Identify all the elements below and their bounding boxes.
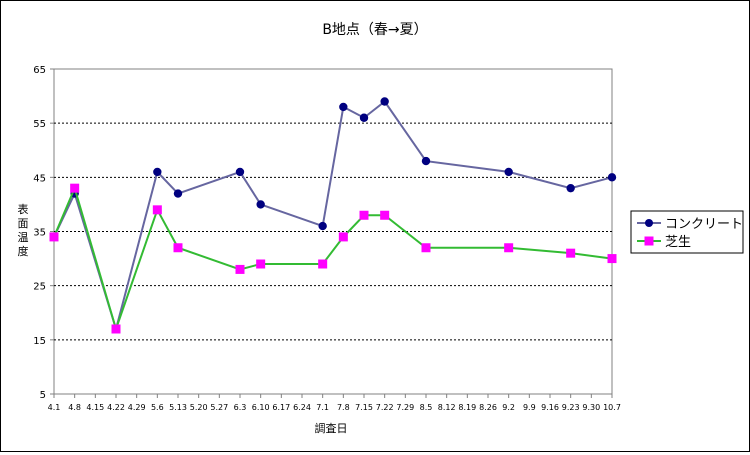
y-tick-label: 25 (33, 282, 46, 293)
legend-label: 芝生 (665, 234, 691, 250)
data-point-1 (256, 200, 265, 209)
x-tick-label: 10.7 (603, 403, 621, 412)
data-point-2 (318, 259, 328, 269)
x-tick-label: 9.16 (541, 403, 559, 412)
data-point-2 (235, 264, 245, 274)
data-point-1 (607, 173, 617, 182)
x-tick-label: 4.1 (48, 403, 61, 412)
data-point-2 (359, 210, 369, 220)
legend-swatch-marker (645, 219, 653, 227)
x-tick-label: 4.8 (68, 403, 81, 412)
x-tick-label: 5.6 (151, 403, 164, 412)
x-tick-label: 4.29 (128, 403, 146, 412)
y-axis-title-char: 温 (18, 231, 29, 244)
x-tick-label: 7.22 (376, 403, 394, 412)
x-tick-label: 4.15 (86, 403, 104, 412)
legend-box (630, 210, 744, 254)
gridlines (54, 122, 612, 341)
x-tick-label: 9.23 (562, 403, 580, 412)
data-point-1 (235, 167, 245, 177)
x-tick-label: 9.30 (582, 403, 600, 412)
x-tick-label: 6.3 (234, 403, 247, 412)
x-tick-label: 8.12 (438, 403, 456, 412)
y-axis-title-char: 面 (18, 217, 29, 230)
x-tick-label: 6.10 (252, 403, 270, 412)
y-tick-label: 15 (33, 336, 46, 347)
data-point-2 (380, 210, 390, 220)
y-tick-label: 45 (33, 173, 46, 184)
data-point-1 (566, 183, 575, 193)
data-point-2 (504, 243, 514, 253)
data-point-2 (607, 254, 617, 264)
data-point-1 (359, 113, 369, 122)
data-point-2 (70, 183, 80, 193)
y-axis-ticks: 5 15 25 35 45 55 65 (33, 65, 54, 401)
y-tick-label: 55 (33, 119, 46, 130)
legend-swatch-marker (644, 236, 654, 246)
y-axis-title-char: 表 (18, 202, 29, 216)
data-point-1 (153, 167, 162, 177)
data-point-1 (421, 156, 431, 166)
data-point-1 (380, 97, 389, 106)
x-axis-title: 調査日 (315, 421, 348, 435)
x-tick-label: 8.26 (479, 403, 497, 412)
data-point-2 (256, 259, 266, 269)
legend-label: コンクリート (665, 217, 743, 232)
x-tick-label: 5.20 (190, 403, 208, 412)
data-point-1 (318, 221, 327, 231)
x-tick-label: 5.13 (169, 403, 187, 412)
data-point-2 (49, 232, 59, 242)
y-tick-label: 5 (40, 390, 46, 401)
x-tick-label: 5.27 (210, 403, 228, 412)
data-point-1 (504, 167, 513, 177)
data-point-2 (421, 243, 431, 253)
data-point-1 (173, 189, 183, 198)
y-tick-label: 65 (33, 65, 46, 76)
plot-area (53, 68, 613, 395)
x-tick-label: 8.19 (458, 403, 476, 412)
x-tick-label: 7.15 (355, 403, 373, 412)
x-axis-ticks: 4.1 4.8 4.15 4.22 4.29 5.6 5.13 5.20 5.27 6.3 6.10… (48, 394, 621, 412)
data-point-2 (111, 324, 121, 334)
series-group (49, 97, 617, 334)
data-point-2 (152, 205, 162, 215)
x-tick-label: 6.17 (272, 403, 290, 412)
data-point-2 (173, 243, 183, 253)
y-tick-label: 35 (33, 228, 46, 239)
x-tick-label: 8.5 (420, 403, 433, 412)
x-tick-label: 6.24 (293, 403, 311, 412)
x-tick-label: 7.8 (337, 403, 350, 412)
data-point-1 (339, 102, 348, 112)
y-axis-title-char: 度 (18, 244, 29, 258)
x-tick-label: 7.1 (316, 403, 329, 412)
x-tick-label: 9.9 (523, 403, 536, 412)
data-point-2 (338, 232, 348, 242)
x-tick-label: 9.2 (502, 403, 515, 412)
x-tick-label: 4.22 (107, 403, 125, 412)
chart-title: B地点（春→夏） (322, 22, 427, 38)
x-tick-label: 7.29 (396, 403, 414, 412)
data-point-2 (566, 248, 576, 258)
